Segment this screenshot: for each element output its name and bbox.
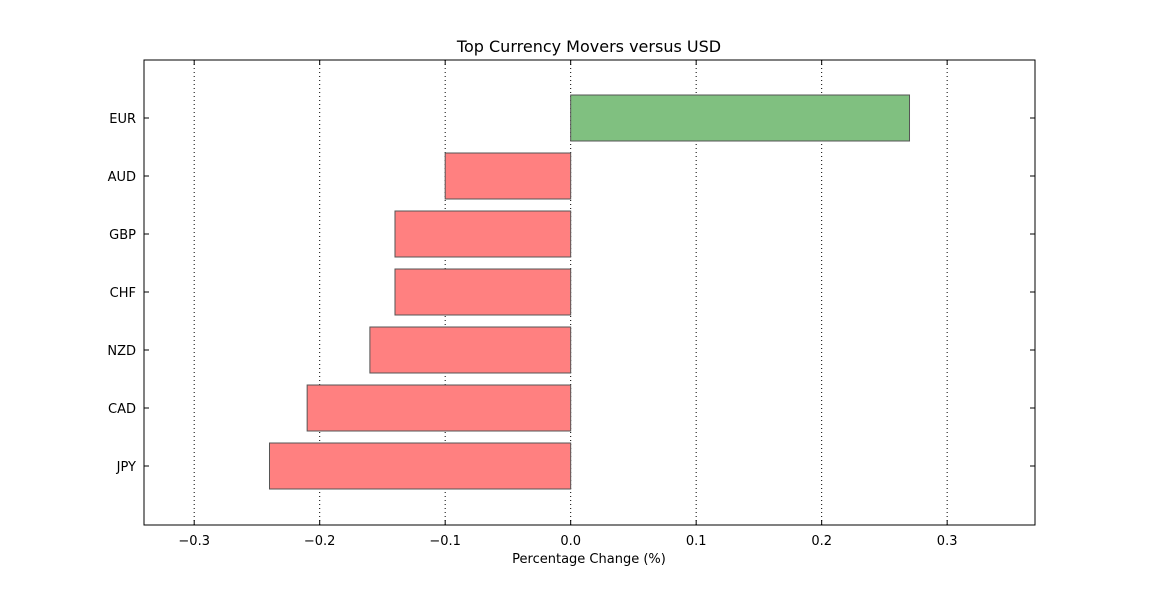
x-tick-label: 0.0 [560, 534, 581, 549]
x-tick-label: 0.1 [686, 534, 707, 549]
chart-title: Top Currency Movers versus USD [456, 37, 721, 56]
bar-nzd [369, 326, 572, 374]
x-tick-label: 0.3 [937, 534, 958, 549]
bars [268, 94, 911, 490]
y-tick-label: CAD [108, 402, 136, 417]
y-tick-label: AUD [108, 170, 136, 185]
y-tick-label: CHF [110, 286, 136, 301]
y-tick-label: NZD [107, 344, 136, 359]
bar-jpy [268, 442, 572, 490]
bar-aud [444, 152, 572, 200]
bar-gbp [394, 210, 572, 258]
y-axis: EUR AUD GBP CHF NZD CAD JPY [107, 112, 1035, 475]
x-tick-label: −0.1 [429, 534, 461, 549]
y-tick-label: JPY [116, 460, 136, 475]
y-tick-label: EUR [109, 112, 136, 127]
bar-eur [570, 94, 911, 142]
x-axis: −0.3 −0.2 −0.1 0.0 0.1 0.2 0.3 [178, 60, 957, 549]
x-tick-label: −0.3 [178, 534, 210, 549]
bar-chf [394, 268, 572, 316]
x-tick-label: −0.2 [304, 534, 336, 549]
x-axis-label: Percentage Change (%) [512, 552, 666, 567]
y-tick-label: GBP [109, 228, 136, 243]
x-tick-label: 0.2 [811, 534, 832, 549]
bar-cad [306, 384, 572, 432]
